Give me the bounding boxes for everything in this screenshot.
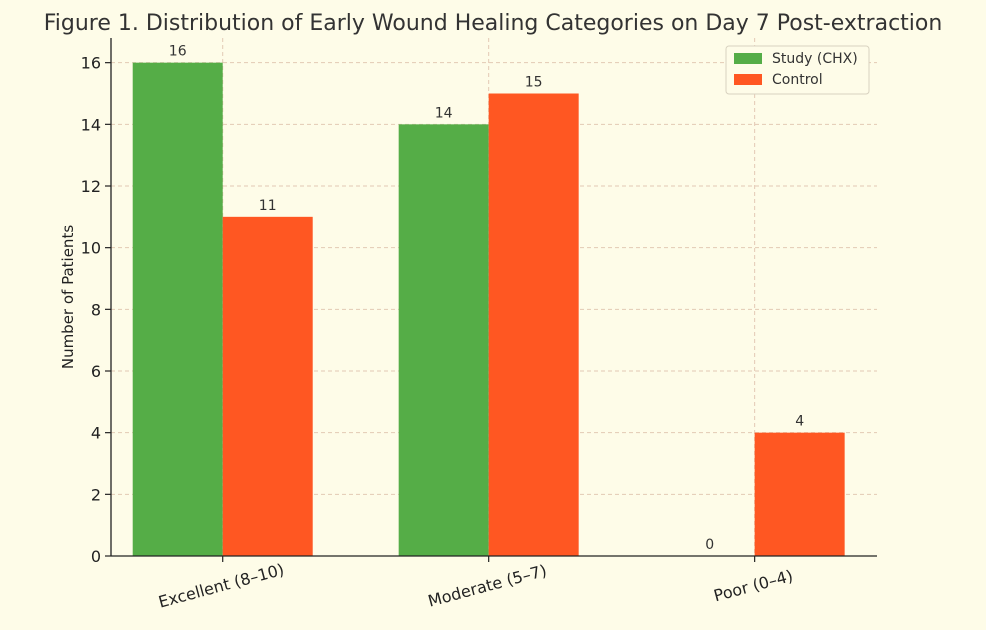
y-tick-label: 14 — [81, 115, 101, 134]
legend-swatch — [734, 74, 762, 85]
data-label: 16 — [169, 44, 187, 60]
y-tick-label: 2 — [91, 485, 101, 504]
bar — [132, 62, 223, 557]
y-tick-label: 8 — [91, 300, 101, 319]
data-label: 15 — [525, 75, 543, 91]
bar — [754, 432, 845, 556]
legend: Study (CHX) Control — [725, 45, 870, 95]
bar — [222, 216, 313, 557]
bar — [488, 93, 579, 556]
data-label: 14 — [435, 105, 453, 121]
chart-title: Figure 1. Distribution of Early Wound He… — [44, 11, 943, 36]
y-tick-label: 0 — [91, 547, 101, 566]
y-tick-label: 6 — [91, 362, 101, 381]
y-tick-label: 10 — [81, 239, 101, 258]
data-label: 11 — [259, 198, 277, 214]
bars — [132, 62, 845, 557]
y-tick-label: 16 — [81, 54, 101, 73]
data-label: 4 — [795, 414, 804, 430]
y-tick-label: 12 — [81, 177, 101, 196]
legend-label: Study (CHX) — [772, 51, 858, 67]
y-tick-label: 4 — [91, 424, 101, 443]
legend-swatch — [734, 53, 762, 64]
legend-label: Control — [772, 72, 823, 88]
axes — [105, 38, 877, 562]
data-label: 0 — [705, 537, 714, 553]
bar — [398, 124, 489, 556]
y-axis-label: Number of Patients — [59, 225, 77, 369]
data-labels: 16 14 0 11 15 4 — [169, 44, 804, 553]
